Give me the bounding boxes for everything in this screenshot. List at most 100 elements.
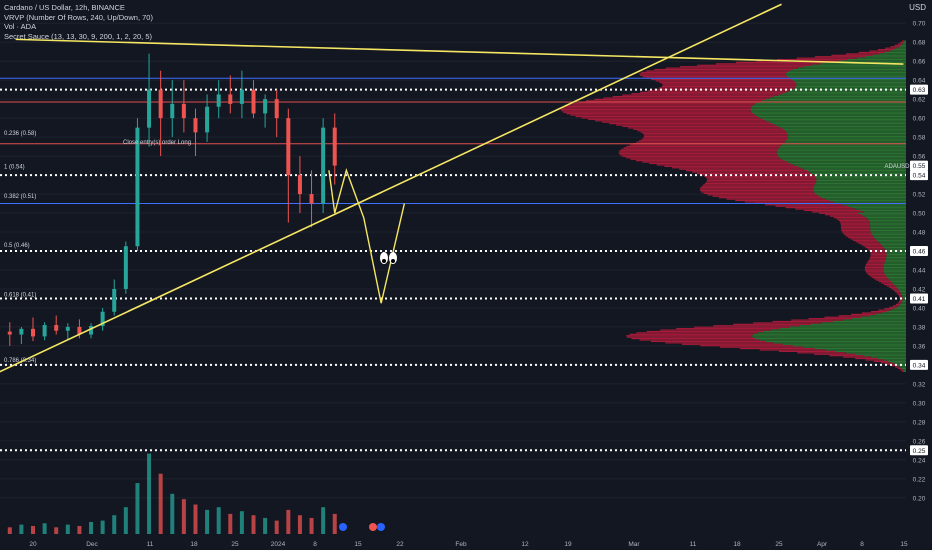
vrvp-row [704,175,816,177]
vrvp-row [902,298,906,300]
ticker-label: ADAUSD [884,164,910,170]
vrvp-row [861,316,906,318]
vrvp-row [796,83,906,85]
vrvp-row [733,323,811,325]
vrvp-line[interactable]: VRVP (Number Of Rows, 240, Up/Down, 70) [4,12,153,22]
candle-body [170,103,175,119]
vrvp-row [821,197,906,199]
vrvp-row [856,57,906,59]
vrvp-row [757,115,906,118]
vrvp-row [715,63,821,65]
vrvp-row [874,236,906,239]
vrvp-row [796,84,906,86]
vrvp-row [876,279,890,281]
vrvp-row [886,255,906,257]
vrvp-row [871,232,906,234]
vrvp-row [560,108,751,110]
vrvp-row [641,138,787,140]
vrvp-row [770,329,906,331]
volume-bar [205,509,210,534]
volume-bar [135,483,140,534]
vrvp-row [621,148,778,150]
vrvp-row [799,325,906,327]
vrvp-row [831,54,873,56]
volume-bar [112,515,117,534]
candle-body [309,194,314,204]
vrvp-row [872,234,906,236]
vrvp-row [860,244,882,246]
vrvp-row [892,362,906,364]
vrvp-row [898,295,903,297]
vrvp-row [861,214,906,216]
vrvp-row [806,170,906,172]
vrvp-row [778,125,906,128]
vrvp-row [840,225,871,227]
vrvp-row [706,181,817,183]
vrvp-row [865,265,884,267]
vrvp-row [662,84,797,86]
vrvp-row [873,278,889,280]
vrvp-row [772,320,833,323]
price-label-text: 0.63 [913,87,926,94]
vrvp-row [636,332,758,334]
vol-line[interactable]: Vol · ADA [4,22,37,31]
vrvp-row [561,110,751,112]
vrvp-row [870,310,887,313]
vrvp-row [640,91,787,93]
vrvp-row [642,76,788,78]
flag-event-icon[interactable] [339,523,385,531]
price-tick-label: 0.62 [913,97,926,104]
price-axis[interactable]: 0.20 0.22 0.24 0.26 0.28 0.30 0.32 0.34 0.36 0.38… [884,0,932,536]
fib-label: 0.5 (0.46) [4,243,30,249]
secret-sauce-line[interactable]: Secret Sauce (13, 13, 30, 9, 200, 1, 2, … [4,31,153,41]
trendline [15,38,904,65]
price-label-box [910,170,928,181]
vrvp-row [879,53,906,55]
vrvp-row [581,117,761,119]
volume-bar [89,521,94,534]
vrvp-row [846,352,906,354]
volume-bar [65,524,70,534]
vrvp-row [872,235,906,237]
vrvp-row [855,357,878,360]
time-tick-label: 22 [396,541,404,548]
vrvp-row [902,43,906,45]
vrvp-row [754,337,906,340]
vrvp-row [886,285,896,287]
vrvp-row [836,218,868,220]
annotation-close-entry: Close entry(s) order Long [123,140,191,146]
vrvp-row [765,340,906,343]
price-label-box [910,160,928,171]
symbol-line[interactable]: Cardano / US Dollar, 12h, BINANCE [4,3,125,12]
vrvp-row [852,318,906,320]
time-axis[interactable]: 20 Dec 11 18 25 2024 8 15 22 Feb 12 19 Mar 11 18 25 Apr 8… [0,536,932,550]
vrvp-row [816,178,906,180]
vrvp-row [814,192,906,194]
time-tick-label: 18 [733,541,741,548]
vrvp-row [639,74,787,76]
fib-label: 0.618 (0.41) [4,292,36,298]
vrvp-row [700,187,814,189]
vrvp-row [642,133,788,135]
vrvp-row [797,67,906,69]
vrvp-row [897,302,902,304]
vrvp-row [636,141,785,143]
vrvp-row [751,111,906,113]
vrvp-row [706,179,817,182]
vrvp-row [871,356,906,358]
vrvp-row [712,195,819,197]
vrvp-row [793,80,906,82]
vrvp-row [776,152,906,155]
vrvp-row [898,367,902,370]
candle-body [251,89,256,114]
price-label-box [910,246,928,257]
vrvp-row [894,308,906,310]
volume-bar [147,453,152,534]
price-label-text: 0.46 [913,249,926,256]
candle-body [297,175,302,195]
vrvp-row [901,40,905,42]
vrvp-row [815,175,906,177]
vrvp-row [789,326,906,328]
vrvp-row [829,215,865,217]
